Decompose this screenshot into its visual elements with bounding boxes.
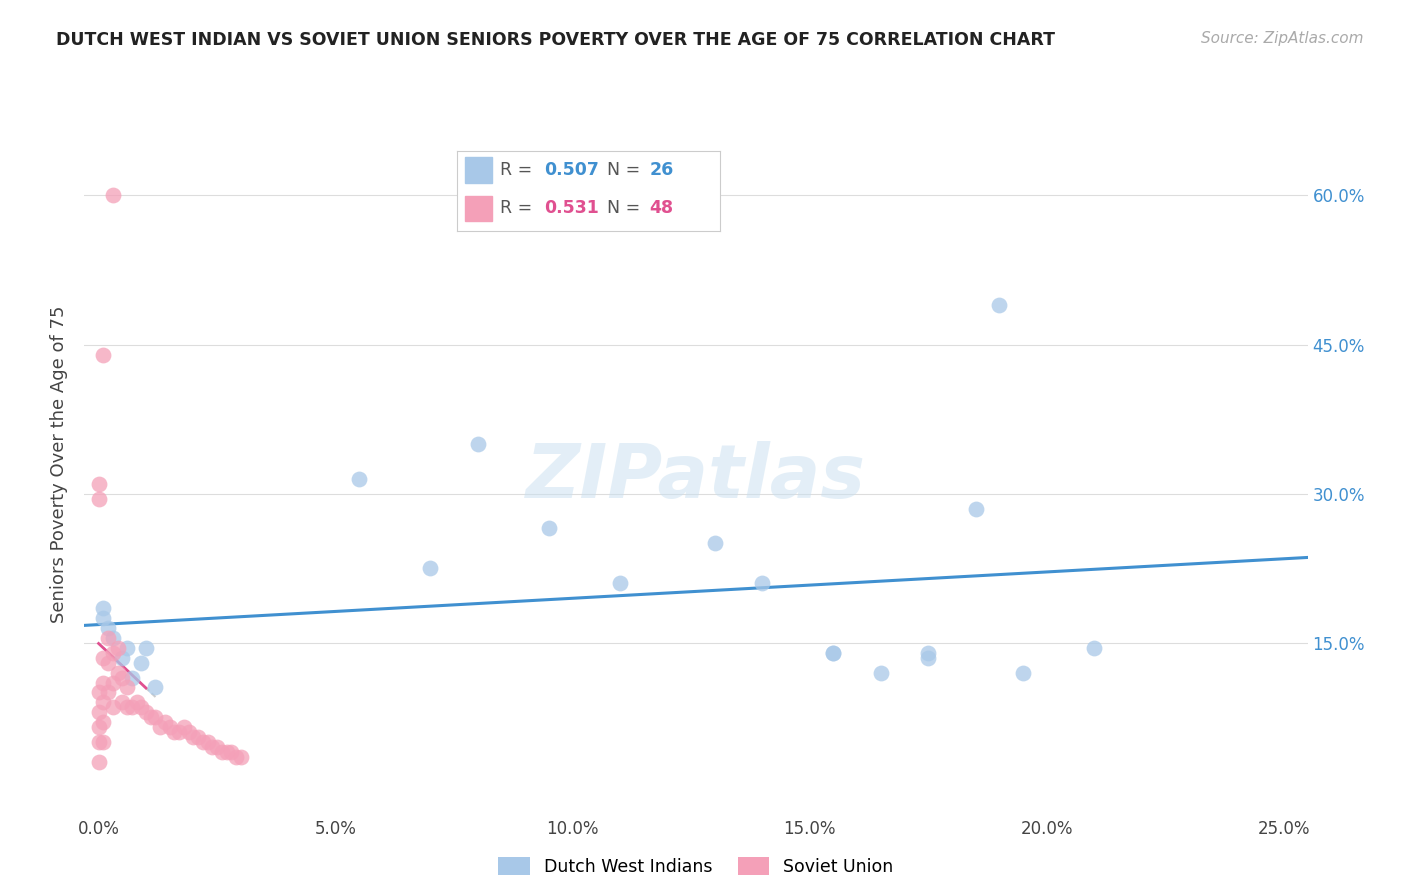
Text: Source: ZipAtlas.com: Source: ZipAtlas.com [1201,31,1364,46]
Point [121,671,143,685]
Point [129,656,152,670]
Point [205,740,228,755]
Point [870,665,893,680]
Point [229,750,252,764]
Point [91,735,114,749]
Point [101,646,124,660]
Point [97,685,120,699]
Point [115,681,138,695]
Y-axis label: Seniors Poverty Over the Age of 75: Seniors Poverty Over the Age of 75 [51,305,69,623]
Point [167,725,190,739]
Point [101,188,124,202]
Point [101,700,124,714]
Point [149,720,172,734]
Point [97,631,120,645]
Point [349,472,371,486]
Point [91,695,114,709]
Point [87,720,110,734]
Point [823,646,845,660]
Point [129,700,152,714]
Point [221,745,243,759]
Point [111,650,134,665]
Point [467,437,489,451]
Point [197,735,219,749]
Point [111,695,134,709]
Point [91,650,114,665]
Point [145,710,167,724]
Point [988,298,1011,312]
Legend: Dutch West Indians, Soviet Union: Dutch West Indians, Soviet Union [492,850,900,883]
Point [125,695,148,709]
Point [917,650,939,665]
Point [823,646,845,660]
Point [121,700,143,714]
Point [107,640,129,655]
Point [135,706,157,720]
Point [101,631,124,645]
Point [139,710,162,724]
Point [91,347,114,361]
Point [115,640,138,655]
Point [965,501,987,516]
Point [87,685,110,699]
Point [97,656,120,670]
Point [751,576,773,591]
Point [211,745,233,759]
Point [87,706,110,720]
Point [419,561,441,575]
Point [201,740,224,755]
Point [191,735,214,749]
Point [91,675,114,690]
Point [609,576,631,591]
Point [215,745,238,759]
Point [115,700,138,714]
Point [107,665,129,680]
Text: ZIPatlas: ZIPatlas [526,442,866,515]
Point [177,725,200,739]
Point [187,730,209,744]
Point [225,750,247,764]
Point [135,640,157,655]
Point [537,521,560,535]
Point [173,720,195,734]
Point [87,735,110,749]
Point [111,671,134,685]
Point [1083,640,1105,655]
Point [153,715,176,730]
Point [703,536,725,550]
Point [183,730,205,744]
Point [97,621,120,635]
Point [163,725,186,739]
Point [87,491,110,506]
Point [159,720,181,734]
Text: DUTCH WEST INDIAN VS SOVIET UNION SENIORS POVERTY OVER THE AGE OF 75 CORRELATION: DUTCH WEST INDIAN VS SOVIET UNION SENIOR… [56,31,1056,49]
Point [1012,665,1035,680]
Point [917,646,939,660]
Point [87,755,110,769]
Point [145,681,167,695]
Point [87,476,110,491]
Point [91,611,114,625]
Point [91,715,114,730]
Point [101,675,124,690]
Point [91,601,114,615]
